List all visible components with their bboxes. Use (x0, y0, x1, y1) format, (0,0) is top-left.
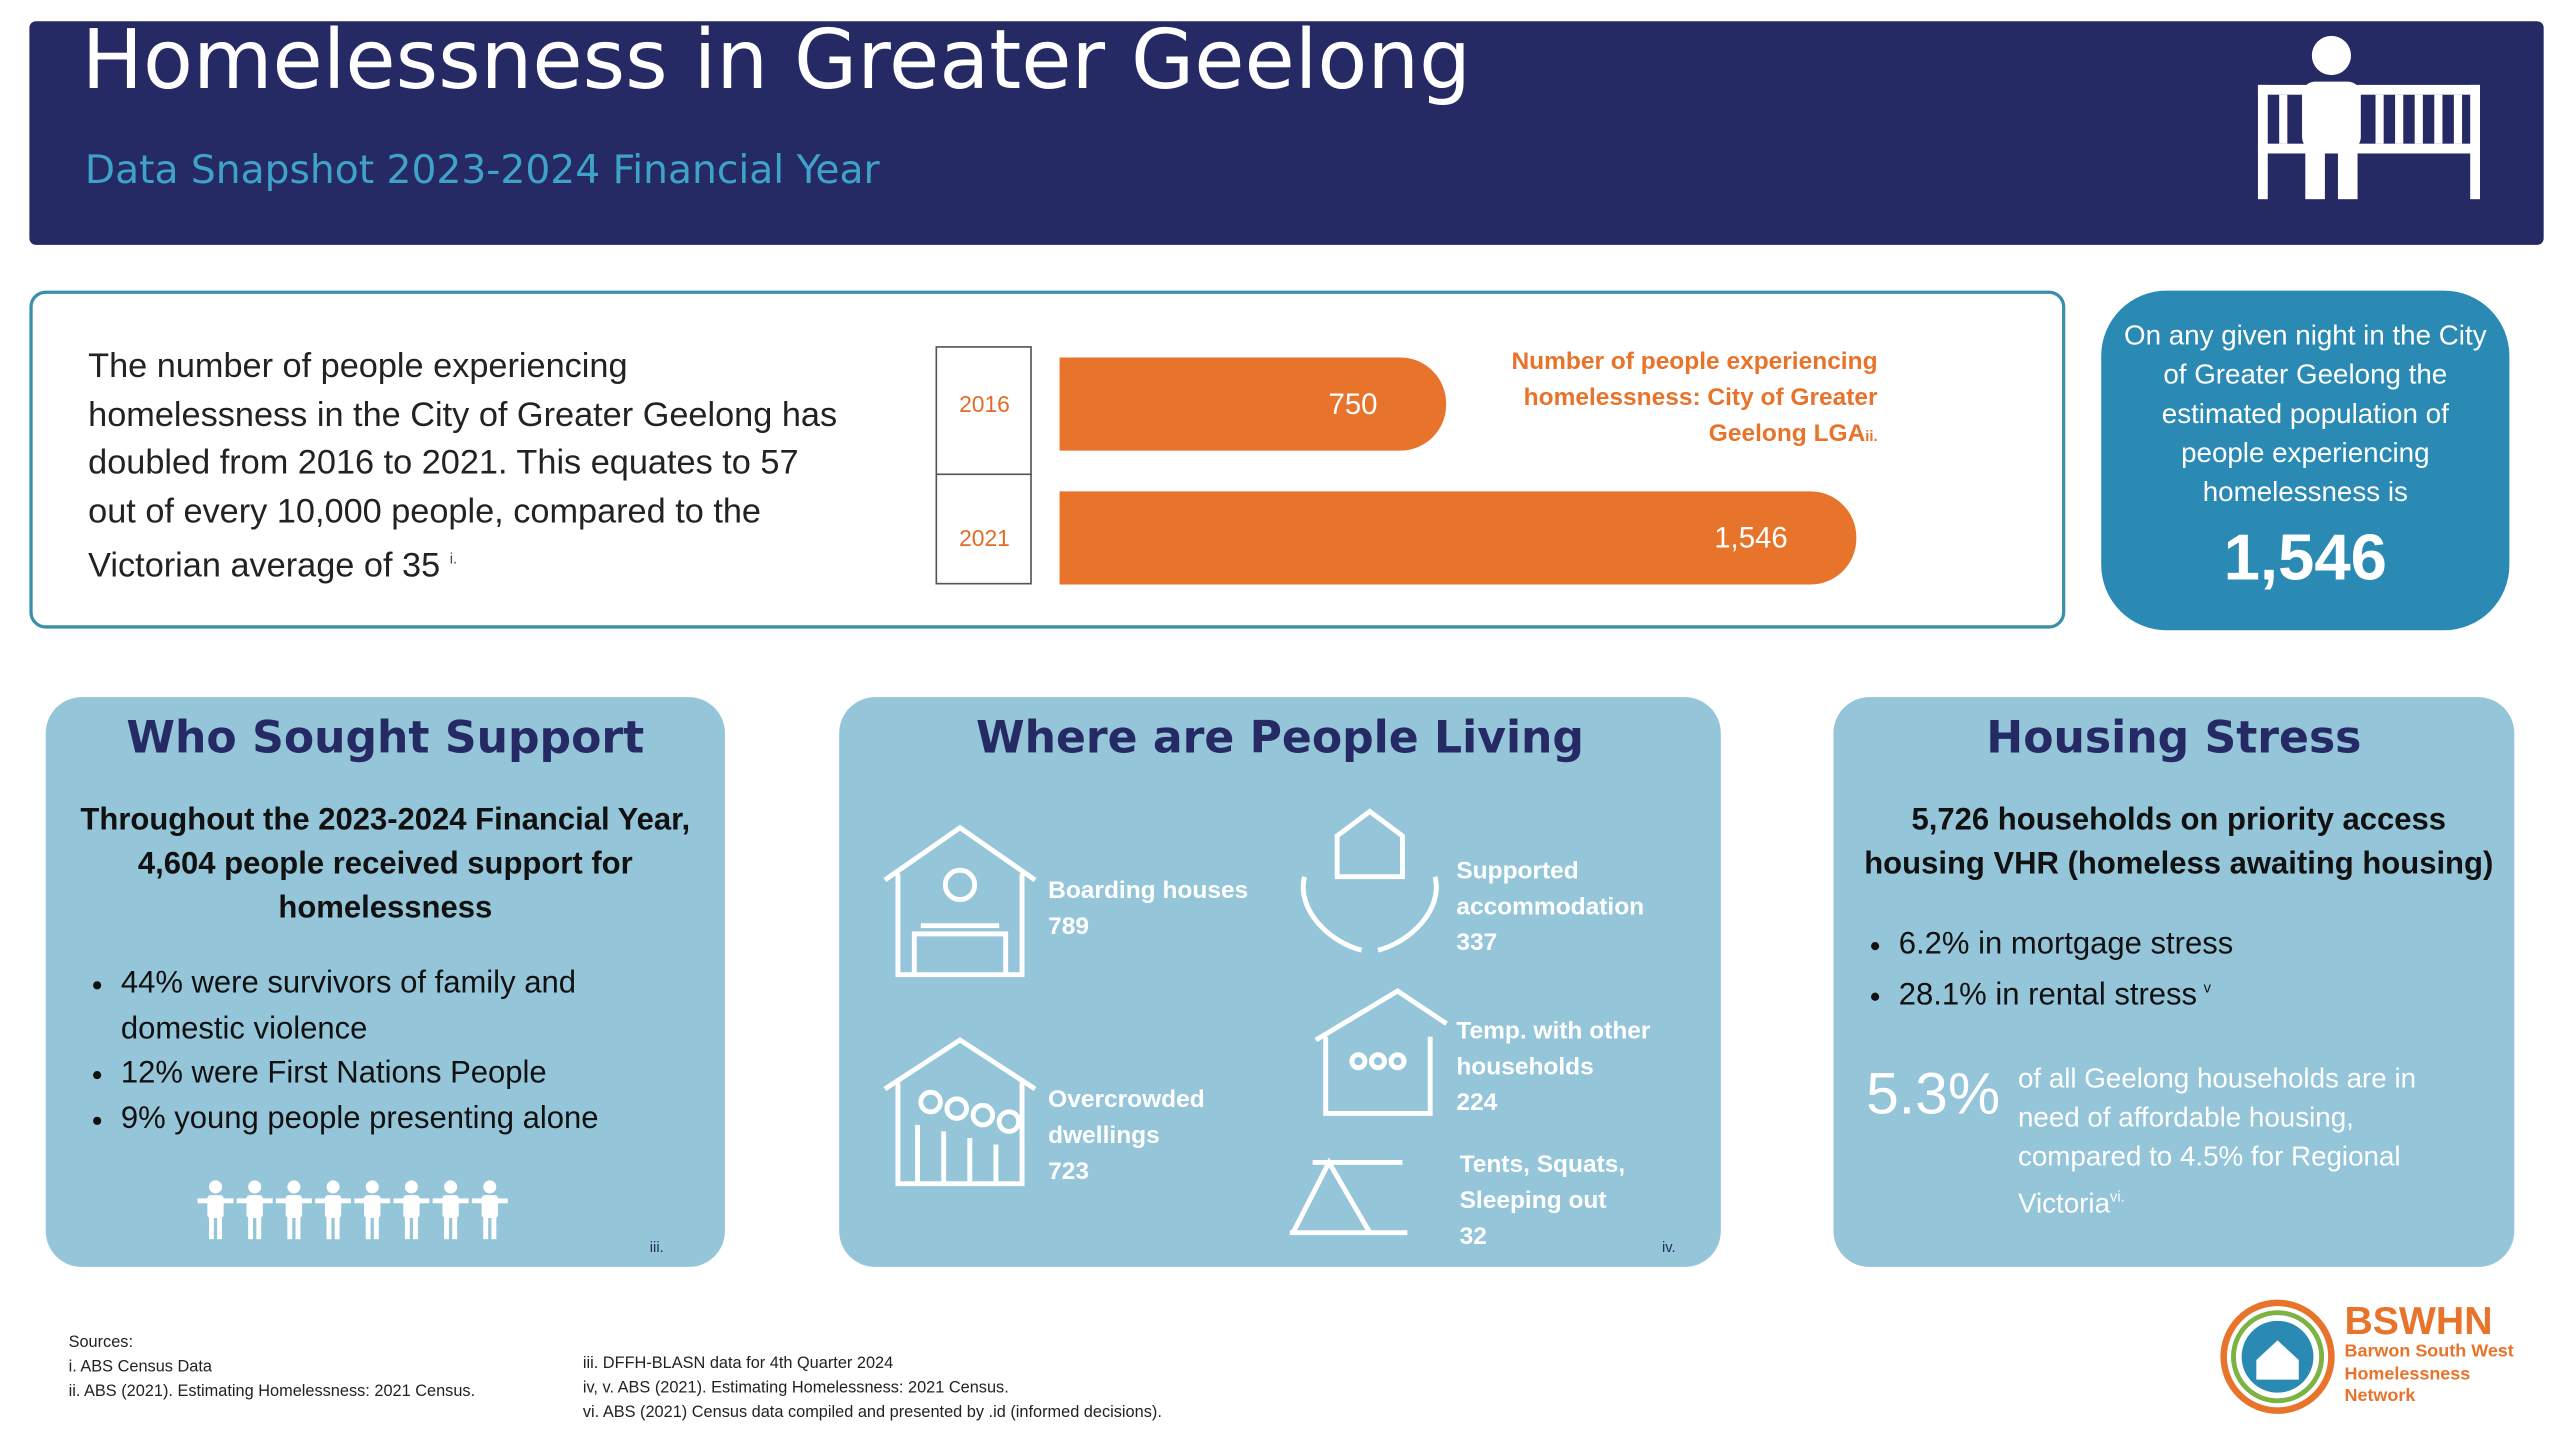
header (29, 21, 2544, 245)
stress-panel: Housing Stress 5,726 households on prior… (1833, 697, 2515, 1267)
note: vi. (2110, 1188, 2125, 1205)
item-label: Boarding houses (1048, 876, 1249, 905)
value-label: 1,546 (1714, 522, 1788, 555)
note: ii. (1865, 427, 1878, 445)
bullet: 12% were First Nations People (121, 1051, 676, 1096)
note: iii. (649, 1239, 664, 1256)
living-item: Supported accommodation 337 (1456, 854, 1701, 962)
living-icons (883, 808, 1448, 1236)
category-label: 2016 (959, 391, 1010, 417)
note: v (2203, 979, 2211, 996)
night-card (2101, 290, 2510, 631)
panel-title: Housing Stress (1986, 713, 2362, 765)
intro-text: The number of people experiencing homele… (88, 343, 839, 590)
living-item: Overcrowded dwellings 723 (1048, 1082, 1293, 1190)
bar-chart: 2016 750 2021 1,546 (959, 357, 1857, 585)
stress-text: of all Geelong households are in need of… (2018, 1060, 2475, 1224)
bullet: 9% young people presenting alone (121, 1096, 676, 1141)
source: i. ABS Census Data (68, 1358, 212, 1377)
value-label: 750 (1329, 388, 1378, 421)
source-list: i. ABS Census Data ii. ABS (2021). Estima… (69, 1355, 476, 1404)
item-value: 32 (1459, 1222, 1487, 1251)
category-box (935, 346, 1032, 585)
source: vi. ABS (2021) Census data compiled and … (582, 1404, 1162, 1423)
lead: 5,726 households on priority access hous… (1864, 803, 2494, 882)
panel-title: Who Sought Support (126, 713, 645, 765)
panel-title: Where are People Living (975, 713, 1585, 765)
subtitle: Data Snapshot 2023-2024 Financial Year (84, 146, 880, 193)
item-label: Supported accommodation (1456, 857, 1645, 921)
item-value: 224 (1456, 1088, 1498, 1117)
logo-icon (2220, 1299, 2335, 1414)
sources-left: Sources: i. ABS Census Data ii. ABS (2021)… (69, 1331, 476, 1404)
category-label: 2021 (959, 525, 1010, 551)
who-panel: Who Sought Support Throughout the 2023-2… (45, 697, 725, 1267)
source: iv, v. ABS (2021). Estimating Homelessne… (582, 1379, 1009, 1398)
night-value: 1,546 (2223, 522, 2388, 595)
source: iii. DFFH-BLASN data for 4th Quarter 202… (582, 1355, 894, 1374)
divider (935, 473, 1032, 476)
bar (1059, 491, 1857, 585)
item-value: 789 (1048, 912, 1090, 941)
bullet: 44% were survivors of family and domesti… (121, 962, 676, 1052)
bar (1059, 357, 1447, 451)
source: ii. ABS (2021). Estimating Homelessness:… (68, 1382, 476, 1401)
bullet-text: 6.2% in mortgage stress (1898, 927, 2234, 962)
living-item: Tents, Squats, Sleeping out 32 (1460, 1148, 1705, 1256)
bench-icon (2257, 35, 2480, 200)
bullets: 6.2% in mortgage stress 28.1% in rental s… (1856, 922, 2486, 1017)
note: iv. (1662, 1239, 1676, 1256)
big-stat: 5.3% (1866, 1059, 2001, 1127)
people-icon (197, 1180, 508, 1240)
item-label: Overcrowded dwellings (1048, 1085, 1205, 1150)
stress-body: of all Geelong households are in need of… (2017, 1062, 2417, 1220)
where-panel: Where are People Living Boarding houses 7… (839, 697, 1721, 1267)
intro-box (29, 290, 2066, 629)
item-value: 723 (1048, 1157, 1090, 1186)
sources-heading: Sources: (68, 1333, 134, 1352)
bullet-text: 28.1% in rental stress (1898, 978, 2198, 1013)
source-list: iii. DFFH-BLASN data for 4th Quarter 202… (583, 1352, 1162, 1425)
intro-body: The number of people experiencing homele… (88, 347, 838, 585)
item-value: 337 (1456, 928, 1498, 957)
chart-title-text: Number of people experiencing homelessne… (1511, 347, 1878, 448)
night-text: On any given night in the City of Greate… (2124, 319, 2487, 508)
logo-full: Barwon South West Homelessness Network (2344, 1342, 2514, 1406)
chart-title: Number of people experiencing homelessne… (1453, 344, 1877, 453)
bullet: 6.2% in mortgage stress (1899, 922, 2487, 966)
title: Homelessness in Greater Geelong (81, 13, 1471, 108)
item-label: Tents, Squats, Sleeping out (1459, 1151, 1626, 1215)
bullets: 44% were survivors of family and domesti… (78, 962, 676, 1142)
living-item: Temp. with other households 224 (1456, 1014, 1701, 1122)
note: i. (449, 550, 458, 567)
logo-name: BSWHN (2344, 1299, 2493, 1344)
lead: Throughout the 2023-2024 Financial Year,… (80, 803, 691, 926)
bullet: 28.1% in rental stress v (1899, 967, 2487, 1018)
item-label: Temp. with other households (1456, 1017, 1651, 1081)
living-item: Boarding houses 789 (1048, 873, 1293, 945)
